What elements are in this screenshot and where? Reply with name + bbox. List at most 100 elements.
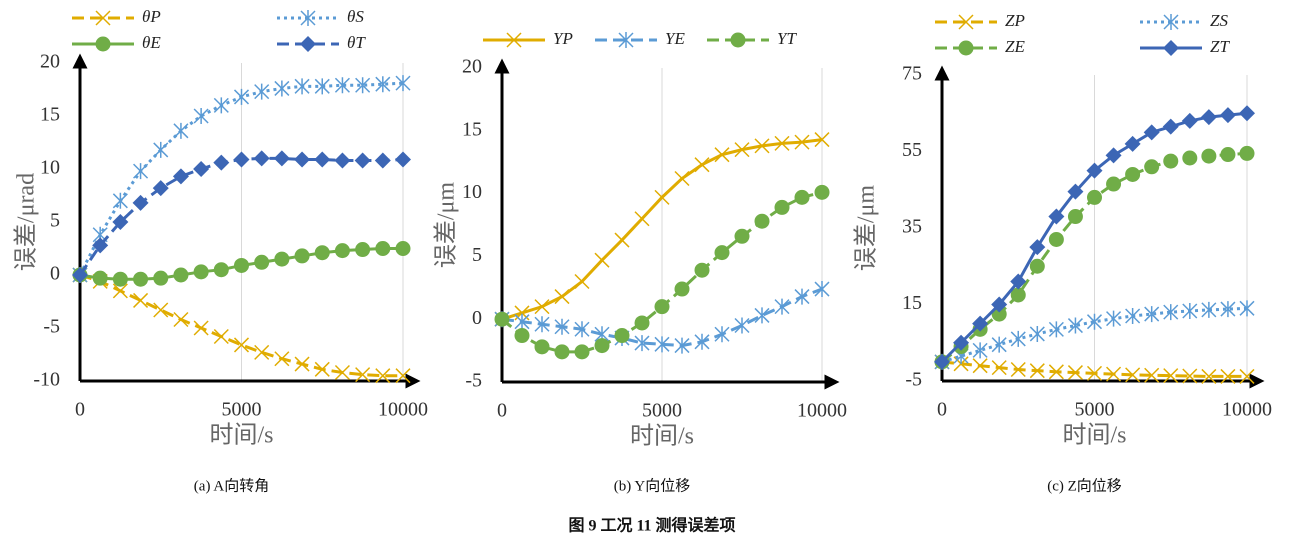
marker: [734, 228, 750, 244]
marker: [112, 271, 128, 287]
marker: [654, 336, 670, 353]
x-tick-label: 5000: [642, 400, 682, 422]
marker: [1201, 368, 1217, 384]
marker: [1010, 287, 1026, 303]
marker: [112, 283, 128, 299]
marker: [814, 184, 830, 200]
marker: [254, 344, 270, 360]
marker: [355, 77, 371, 94]
y-tick-label: -10: [33, 369, 60, 391]
marker: [991, 336, 1007, 353]
legend-label: ZP: [1005, 11, 1025, 30]
marker: [814, 132, 830, 148]
marker: [958, 14, 974, 30]
y-tick-label: -5: [465, 370, 482, 392]
marker: [1106, 310, 1122, 327]
y-tick-label: 15: [462, 118, 482, 140]
marker: [355, 242, 371, 258]
marker: [730, 32, 746, 48]
marker: [514, 328, 530, 344]
marker: [814, 281, 830, 298]
marker: [574, 344, 590, 360]
legend-label: θS: [347, 7, 364, 26]
marker: [254, 254, 270, 270]
marker: [794, 134, 810, 150]
marker: [1125, 367, 1141, 383]
marker: [1105, 147, 1122, 164]
marker: [1010, 330, 1026, 347]
marker: [95, 36, 111, 52]
marker: [1048, 231, 1064, 247]
marker: [754, 307, 770, 324]
marker: [375, 76, 391, 93]
marker: [794, 288, 810, 305]
marker: [1144, 306, 1160, 323]
marker: [1181, 112, 1198, 129]
y-tick-label: 5: [472, 244, 482, 266]
x-tick-label: 5000: [1075, 399, 1115, 421]
y-tick-label: 20: [462, 56, 482, 78]
marker: [734, 142, 750, 158]
marker: [132, 194, 149, 211]
x-tick-label: 0: [497, 400, 507, 422]
x-axis-title: 时间/s: [630, 423, 694, 450]
marker: [375, 368, 391, 384]
caption: (c) Z向位移: [1047, 477, 1122, 494]
legend-label: YE: [665, 29, 685, 48]
marker: [1220, 368, 1236, 384]
marker: [754, 138, 770, 154]
y-tick-label: 55: [902, 139, 922, 161]
marker: [213, 97, 229, 114]
marker: [774, 199, 790, 215]
y-axis-title: 误差/μm: [853, 185, 880, 272]
marker: [173, 311, 189, 328]
y-axis-title: 误差/μrad: [13, 173, 40, 271]
marker: [153, 141, 169, 158]
marker: [1048, 321, 1064, 338]
marker: [112, 192, 128, 209]
marker: [1067, 365, 1083, 381]
marker: [273, 150, 290, 167]
marker: [1029, 239, 1046, 256]
marker: [574, 273, 590, 290]
marker: [514, 313, 530, 330]
marker: [494, 311, 510, 327]
x-axis-title: 时间/s: [209, 422, 273, 449]
marker: [172, 168, 189, 185]
marker: [395, 75, 411, 92]
marker: [1125, 166, 1141, 182]
marker: [554, 344, 570, 360]
marker: [274, 251, 290, 267]
series-line: [941, 306, 1248, 364]
marker: [972, 342, 988, 359]
marker: [95, 10, 111, 26]
marker: [314, 245, 330, 261]
marker: [133, 292, 149, 308]
marker: [1124, 135, 1141, 152]
legend-label: YP: [553, 29, 573, 48]
y-tick-label: 15: [40, 104, 60, 126]
marker: [334, 77, 350, 94]
marker: [618, 32, 634, 48]
marker: [754, 213, 770, 229]
marker: [1086, 162, 1103, 179]
marker: [714, 245, 730, 261]
marker: [294, 151, 311, 168]
marker: [213, 328, 229, 345]
marker: [534, 316, 550, 333]
marker: [634, 315, 650, 331]
marker: [953, 334, 970, 351]
marker: [233, 337, 250, 353]
marker: [958, 40, 974, 56]
marker: [794, 189, 810, 205]
legend-label: ZS: [1210, 11, 1228, 30]
marker: [734, 317, 750, 334]
legend-label: θE: [142, 33, 161, 52]
figure-title: 图 9 工况 11 测得误差项: [568, 516, 735, 535]
marker: [233, 151, 250, 168]
marker: [1067, 183, 1084, 200]
marker: [334, 152, 351, 169]
marker: [1182, 368, 1198, 384]
marker: [374, 152, 391, 169]
